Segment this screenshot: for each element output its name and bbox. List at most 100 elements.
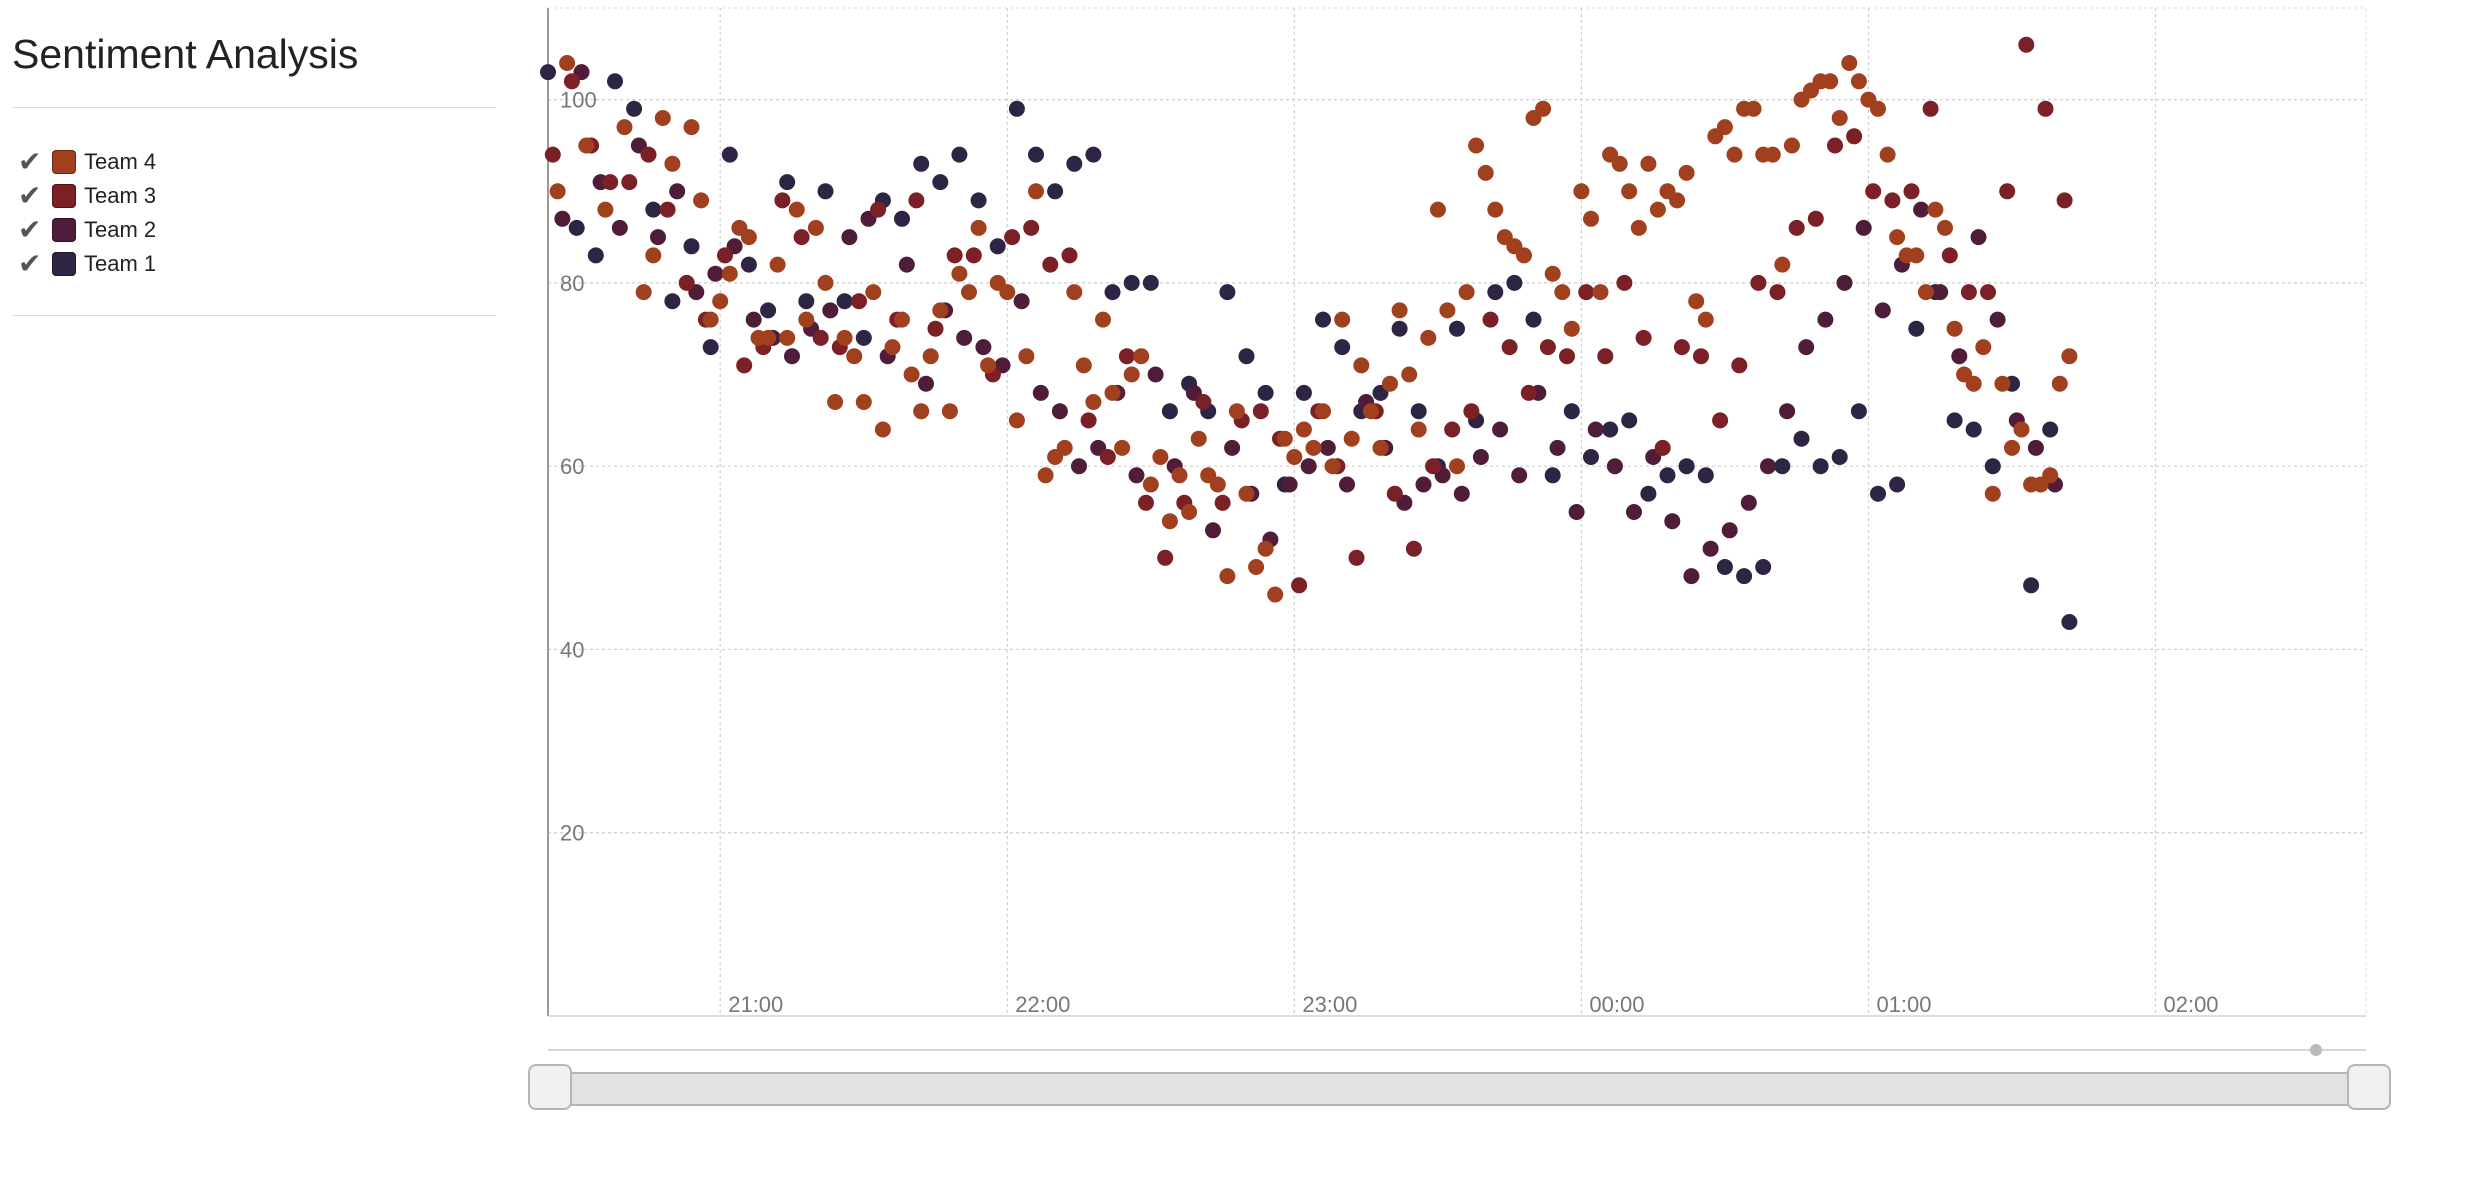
checkmark-icon[interactable]: ✔	[18, 248, 42, 279]
data-point	[1616, 274, 1633, 291]
legend-item-team-2[interactable]: ✔ Team 2	[18, 213, 156, 247]
data-point	[1755, 559, 1772, 575]
data-point	[1535, 100, 1552, 117]
data-point	[1606, 458, 1623, 475]
data-point	[812, 329, 829, 346]
data-point	[1516, 247, 1532, 264]
data-point	[1568, 504, 1585, 520]
data-point	[1544, 265, 1561, 282]
data-point	[549, 183, 566, 200]
checkmark-icon[interactable]: ✔	[18, 146, 42, 177]
data-point	[1123, 274, 1140, 291]
legend-item-team-4[interactable]: ✔ Team 4	[18, 145, 156, 179]
data-point	[1291, 577, 1308, 594]
legend-label: Team 3	[84, 183, 157, 208]
data-point	[1315, 403, 1331, 420]
x-tick-label: 22:00	[1015, 992, 1070, 1017]
data-point	[1865, 183, 1882, 200]
data-point	[1688, 293, 1705, 310]
data-point	[1664, 513, 1681, 530]
data-point	[1128, 467, 1145, 484]
data-point	[918, 375, 934, 392]
checkmark-icon[interactable]: ✔	[18, 214, 42, 245]
data-point	[554, 210, 571, 227]
legend-item-team-3[interactable]: ✔ Team 3	[18, 179, 156, 213]
data-point	[1138, 494, 1154, 511]
data-point	[1425, 458, 1442, 475]
data-point	[970, 219, 987, 236]
data-point	[1004, 229, 1021, 246]
data-point	[587, 247, 604, 264]
data-point	[1855, 219, 1872, 236]
data-point	[1630, 219, 1647, 236]
data-point	[1836, 274, 1853, 291]
slider-track[interactable]	[547, 1072, 2361, 1106]
data-point	[1161, 403, 1178, 420]
data-point	[1420, 329, 1437, 346]
data-point	[1013, 293, 1030, 310]
data-point	[1659, 467, 1676, 484]
data-point	[1951, 348, 1968, 365]
data-point	[1827, 137, 1843, 154]
slider-handle-left[interactable]	[528, 1064, 572, 1110]
data-point	[1037, 467, 1054, 484]
checkmark-icon[interactable]: ✔	[18, 180, 42, 211]
data-point	[908, 192, 925, 209]
data-point	[989, 238, 1006, 255]
data-point	[1807, 210, 1824, 227]
data-point	[1118, 348, 1135, 365]
data-point	[961, 284, 977, 301]
data-point	[793, 229, 810, 246]
data-point	[1779, 403, 1796, 420]
data-point	[1300, 458, 1317, 475]
data-point	[740, 256, 757, 273]
legend-item-team-1[interactable]: ✔ Team 1	[18, 247, 156, 281]
data-point	[1999, 183, 2016, 200]
data-point	[1879, 146, 1896, 163]
divider	[12, 107, 496, 108]
data-point	[855, 329, 872, 346]
data-point	[1472, 449, 1489, 465]
data-point	[1410, 403, 1427, 420]
data-point	[2061, 614, 2078, 630]
data-point	[1066, 284, 1083, 301]
data-point	[1525, 311, 1542, 328]
data-point	[650, 229, 666, 246]
data-point	[1114, 439, 1131, 456]
data-point	[640, 146, 657, 163]
data-point	[1635, 329, 1652, 346]
data-point	[999, 284, 1016, 301]
y-tick-label: 40	[560, 637, 584, 662]
data-point	[1257, 384, 1274, 401]
divider	[12, 315, 496, 316]
data-point	[779, 174, 796, 191]
data-point	[611, 219, 628, 236]
data-point	[1573, 183, 1590, 200]
data-point	[1621, 412, 1638, 429]
data-point	[913, 155, 930, 172]
data-point	[1563, 320, 1580, 337]
data-point	[1429, 201, 1446, 218]
data-point	[2061, 348, 2078, 365]
data-point	[1066, 155, 1083, 172]
data-point	[951, 265, 968, 282]
data-point	[1793, 430, 1810, 447]
data-point	[932, 302, 949, 319]
data-point	[1702, 540, 1719, 557]
data-point	[1984, 458, 2001, 475]
data-point	[1276, 430, 1293, 447]
data-point	[1238, 485, 1255, 502]
data-point	[1831, 110, 1848, 126]
data-point	[1391, 302, 1408, 319]
data-point	[1171, 467, 1188, 484]
data-point	[760, 302, 777, 319]
y-tick-label: 60	[560, 454, 584, 479]
data-point	[1554, 284, 1571, 301]
slider-handle-right[interactable]	[2347, 1064, 2391, 1110]
data-point	[1769, 284, 1786, 301]
data-point	[1774, 256, 1791, 273]
data-point	[645, 247, 662, 264]
data-point	[1492, 421, 1509, 438]
data-point	[1142, 274, 1159, 291]
data-point	[1989, 311, 2006, 328]
